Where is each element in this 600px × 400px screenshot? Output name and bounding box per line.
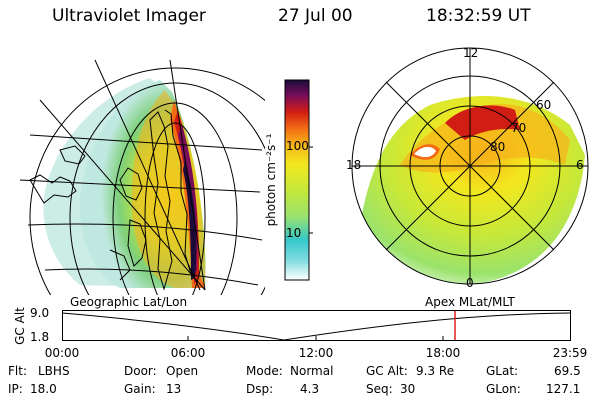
glat-label: GLat: [486, 364, 519, 378]
glon-label: GLon: [486, 382, 521, 396]
glon-value: 127.1 [546, 382, 581, 396]
right-map-caption: Apex MLat/MLT [425, 295, 515, 309]
polar-grid [351, 47, 589, 285]
door-value: Open [166, 364, 199, 378]
mlat-label-70: 70 [511, 121, 527, 135]
glat-value: 69.5 [554, 364, 581, 378]
mlt-label-18: 18 [346, 158, 362, 172]
mlt-label-0: 0 [466, 276, 474, 290]
geographic-map [19, 59, 265, 295]
altitude-ylabel: GC Alt [13, 307, 27, 345]
altitude-ytick-9: 9.0 [30, 306, 50, 320]
dsp-label: Dsp: [246, 382, 274, 396]
altitude-xtick-1200: 12:00 [298, 346, 334, 360]
mode-value: Normal [290, 364, 334, 378]
dsp-value: 4.3 [300, 382, 320, 396]
altitude-xtick-1800: 18:00 [425, 346, 461, 360]
mlat-label-60: 60 [536, 98, 552, 112]
mode-label: Mode: [246, 364, 283, 378]
coastlines [29, 109, 192, 291]
gc-alt-value: 9.3 Re [416, 364, 455, 378]
observation-date: 27 Jul 00 [278, 6, 353, 26]
altitude-plot [62, 310, 571, 341]
mlt-label-12: 12 [463, 46, 479, 60]
gain-label: Gain: [124, 382, 156, 396]
left-map-caption: Geographic Lat/Lon [70, 295, 188, 309]
observation-time: 18:32:59 UT [426, 6, 531, 26]
ip-value: 18.0 [30, 382, 57, 396]
ip-label: IP: [8, 382, 23, 396]
colorbar-tick-10: 10 [286, 226, 302, 240]
colorbar-unit-label: photon cm⁻²s⁻¹ [264, 133, 278, 227]
colorbar-tick-100: 100 [286, 139, 309, 153]
mlat-label-80: 80 [490, 140, 506, 154]
seq-value: 30 [400, 382, 416, 396]
seq-label: Seq: [366, 382, 393, 396]
altitude-ytick-1.8: 1.8 [30, 330, 50, 344]
altitude-xtick-0600: 06:00 [170, 346, 206, 360]
gc-alt-label: GC Alt: [366, 364, 408, 378]
polar-mlt-plot [351, 47, 589, 285]
gain-value: 13 [166, 382, 182, 396]
intensity-colorbar [284, 79, 313, 281]
altitude-xtick-0000: 00:00 [44, 346, 80, 360]
filter-label: Flt: [8, 364, 27, 378]
filter-value: LBHS [38, 364, 70, 378]
earth-disk [43, 78, 206, 288]
door-label: Door: [124, 364, 157, 378]
altitude-xtick-2359: 23:59 [552, 346, 588, 360]
mlt-label-6: 6 [576, 158, 584, 172]
latlon-grid [19, 59, 265, 295]
instrument-title: Ultraviolet Imager [52, 6, 206, 26]
